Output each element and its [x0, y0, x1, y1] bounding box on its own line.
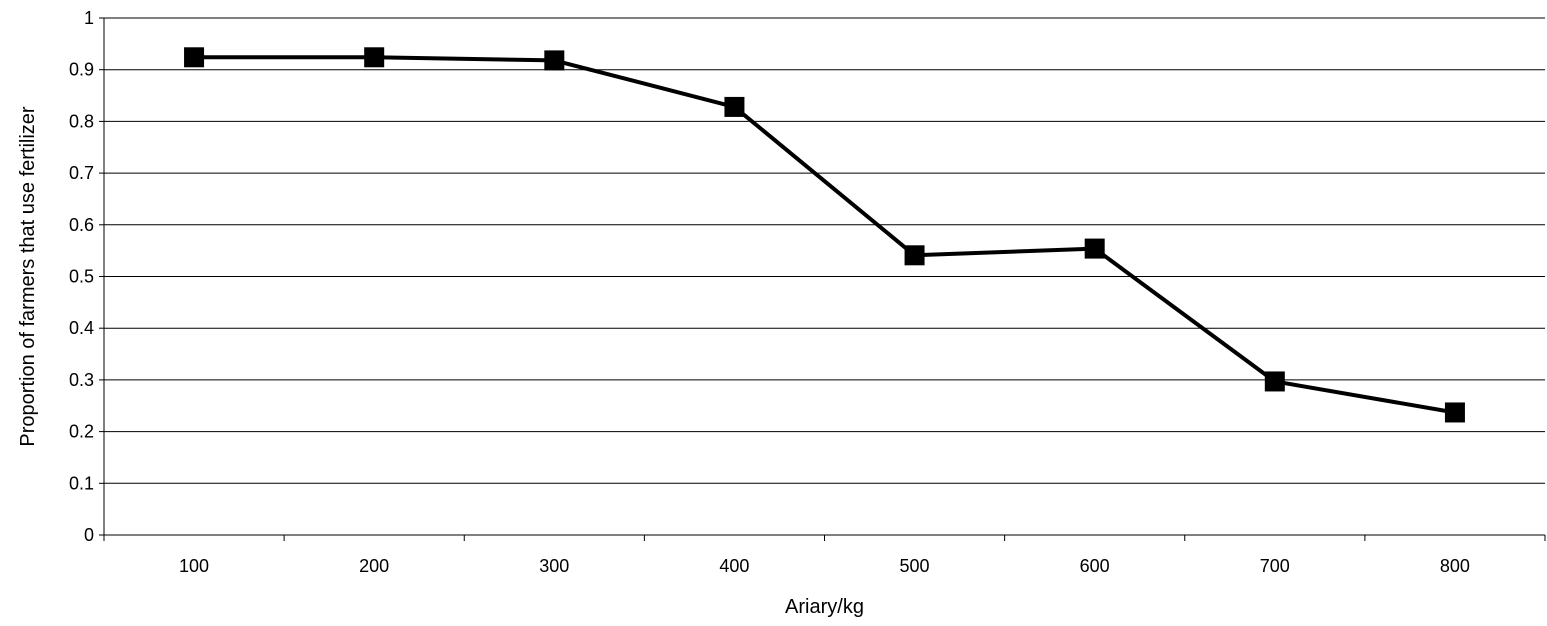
y-tick-label: 0 — [84, 525, 94, 545]
y-tick-label: 0.4 — [69, 318, 94, 338]
x-tick-label: 600 — [1080, 556, 1110, 576]
y-tick-label: 0.5 — [69, 267, 94, 287]
y-tick-label: 0.2 — [69, 422, 94, 442]
y-tick-label: 1 — [84, 8, 94, 28]
x-tick-label: 700 — [1260, 556, 1290, 576]
data-point-marker — [1264, 371, 1285, 392]
y-tick-label: 0.6 — [69, 215, 94, 235]
x-tick-label: 300 — [539, 556, 569, 576]
gridlines — [104, 17, 1545, 484]
x-tick-label: 500 — [900, 556, 930, 576]
data-point-marker — [904, 245, 925, 266]
x-tick-label: 400 — [719, 556, 749, 576]
data-point-marker — [724, 96, 745, 117]
data-point-marker — [184, 47, 205, 68]
x-axis-title: Ariary/kg — [785, 596, 864, 618]
tick-labels: 0 0.1 0.2 0.3 0.4 0.5 0.6 0.7 0.8 0.9 1 100 200 300 40… — [69, 8, 1470, 576]
x-tick-label: 100 — [179, 556, 209, 576]
y-axis-title: Proportion of farmers that use fertilize… — [17, 106, 39, 446]
series-line — [194, 55, 1456, 415]
series-group — [184, 47, 1465, 423]
data-point-marker — [544, 50, 565, 71]
data-point-marker — [1444, 402, 1465, 423]
axes — [99, 17, 1546, 541]
y-tick-label: 0.1 — [69, 473, 94, 493]
y-tick-label: 0.9 — [69, 60, 94, 80]
x-tick-label: 800 — [1440, 556, 1470, 576]
y-tick-label: 0.7 — [69, 163, 94, 183]
data-point-marker — [364, 47, 385, 68]
y-tick-label: 0.3 — [69, 370, 94, 390]
data-point-marker — [1084, 238, 1105, 259]
x-tick-label: 200 — [359, 556, 389, 576]
y-tick-label: 0.8 — [69, 111, 94, 131]
